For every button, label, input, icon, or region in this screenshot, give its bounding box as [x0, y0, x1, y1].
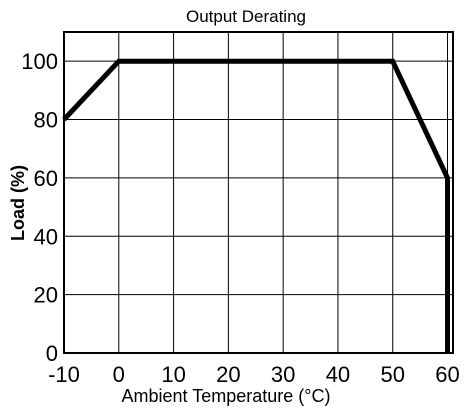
y-tick-label: 60 — [34, 166, 58, 191]
plot-area-frame — [63, 31, 454, 354]
y-tick-label: 40 — [34, 224, 58, 249]
x-tick-label: 50 — [380, 362, 404, 387]
x-tick-label: -10 — [48, 362, 80, 387]
x-tick-label: 30 — [271, 362, 295, 387]
x-tick-label: 40 — [326, 362, 350, 387]
x-tick-labels: -10 0 10 20 30 40 50 60 — [48, 362, 460, 387]
x-tick-label: 60 — [435, 362, 459, 387]
x-axis-title: Ambient Temperature (°C) — [122, 386, 331, 406]
grid-lines — [63, 32, 453, 354]
y-tick-label: 100 — [21, 49, 58, 74]
derating-curve — [62, 58, 450, 353]
y-tick-label: 80 — [34, 108, 58, 133]
y-axis-title: Load (%) — [8, 165, 28, 241]
y-tick-labels: 0 20 40 60 80 100 — [21, 49, 58, 366]
x-tick-label: 0 — [113, 362, 125, 387]
chart-title: Output Derating — [186, 7, 306, 26]
x-tick-label: 20 — [216, 362, 240, 387]
x-tick-label: 10 — [161, 362, 185, 387]
y-tick-label: 0 — [46, 341, 58, 366]
y-tick-label: 20 — [34, 283, 58, 308]
